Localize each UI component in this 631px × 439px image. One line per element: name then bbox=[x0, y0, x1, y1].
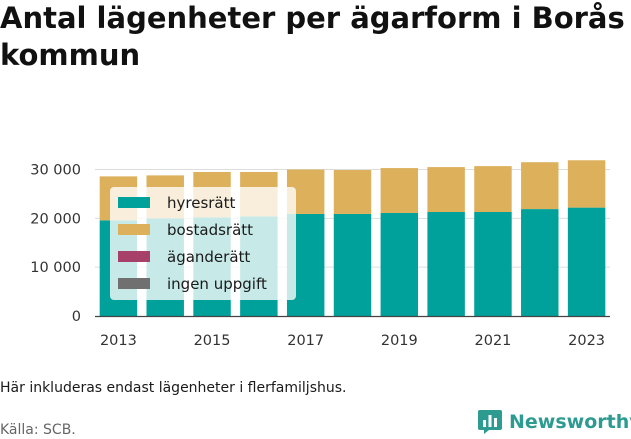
y-tick-label: 20 000 bbox=[30, 211, 81, 227]
legend-label-bostadsratt: bostadsrätt bbox=[167, 221, 253, 239]
logo-text: Newsworthy bbox=[509, 411, 631, 433]
legend-label-aganderatt: äganderätt bbox=[167, 248, 250, 266]
bar-bostadsratt-2020 bbox=[427, 167, 465, 213]
bar-hyresratt-2020 bbox=[427, 212, 465, 316]
legend-swatch-aganderatt bbox=[118, 251, 150, 262]
newsworthy-bar-chart-icon bbox=[478, 410, 502, 434]
x-tick-label: 2019 bbox=[381, 333, 418, 349]
legend-swatch-hyresratt bbox=[118, 197, 150, 208]
legend-box bbox=[110, 187, 296, 300]
bar-hyresratt-2023 bbox=[567, 207, 606, 316]
legend-swatch-bostadsratt bbox=[118, 224, 150, 235]
x-tick-label: 2015 bbox=[194, 333, 231, 349]
stacked-bar-chart: 0 10 000 20 000 30 000 2013 2015 2017 2019 2021 2… bbox=[30, 160, 610, 349]
bar-bostadsratt-2022 bbox=[521, 162, 559, 210]
x-tick-label: 2023 bbox=[568, 333, 605, 349]
y-tick-label: 0 bbox=[72, 309, 81, 325]
y-tick-label: 10 000 bbox=[30, 260, 81, 276]
chart-title: Antal lägenheter per ägarform i Borås ko… bbox=[0, 1, 625, 72]
bar-bostadsratt-2019 bbox=[380, 168, 419, 213]
bar-hyresratt-2022 bbox=[521, 209, 559, 316]
footnote: Här inkluderas endast lägenheter i flerf… bbox=[0, 380, 347, 396]
bar-bostadsratt-2018 bbox=[333, 170, 372, 214]
bar-bostadsratt-2021 bbox=[474, 166, 512, 213]
legend-label-hyresratt: hyresrätt bbox=[167, 194, 236, 212]
bar-hyresratt-2018 bbox=[333, 213, 372, 316]
source-label: Källa: SCB. bbox=[0, 422, 76, 438]
x-tick-label: 2013 bbox=[100, 333, 137, 349]
bar-hyresratt-2021 bbox=[474, 212, 512, 316]
legend: hyresrätt bostadsrätt äganderätt ingen uppg… bbox=[110, 187, 296, 300]
x-tick-label: 2017 bbox=[287, 333, 324, 349]
bar-bostadsratt-2023 bbox=[567, 160, 606, 208]
legend-label-ingen_uppgift: ingen uppgift bbox=[167, 275, 267, 293]
y-tick-label: 30 000 bbox=[30, 163, 81, 179]
legend-swatch-ingen_uppgift bbox=[118, 278, 150, 289]
newsworthy-logo: Newsworthy bbox=[477, 409, 631, 435]
x-tick-label: 2021 bbox=[475, 333, 512, 349]
axes: 0 10 000 20 000 30 000 2013 2015 2017 2019 2021 2… bbox=[30, 163, 610, 349]
bar-hyresratt-2019 bbox=[380, 212, 419, 316]
